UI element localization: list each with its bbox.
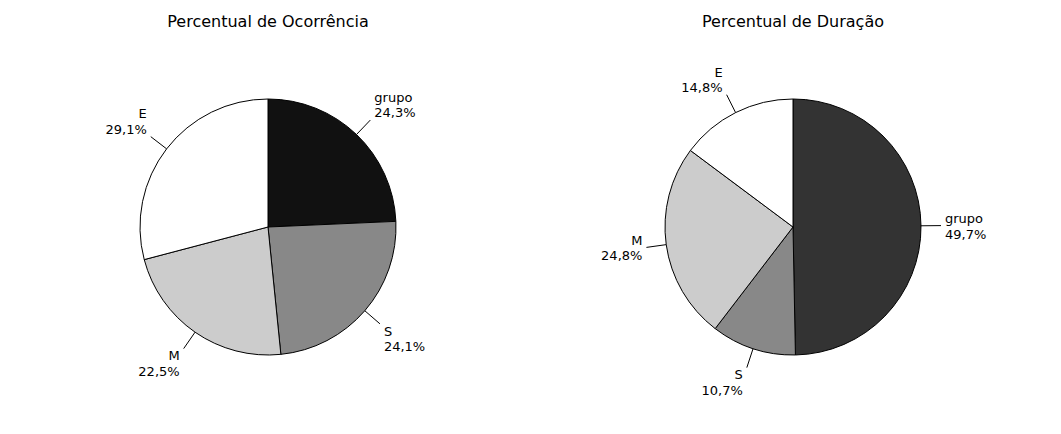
- svg-text:grupo24,3%: grupo24,3%: [374, 90, 415, 121]
- html-text:Percentual de Ocorrência: Percentual de Ocorrência: [167, 12, 369, 31]
- svg-text:S10,7%: S10,7%: [702, 367, 743, 398]
- svg-text:S24,1%: S24,1%: [384, 324, 425, 355]
- svg-text:E14,8%: E14,8%: [681, 65, 722, 96]
- svg-text:M24,8%: M24,8%: [601, 233, 642, 264]
- svg-text:M22,5%: M22,5%: [138, 348, 179, 379]
- html-text:Percentual de Duração: Percentual de Duração: [702, 12, 884, 31]
- svg-text:grupo49,7%: grupo49,7%: [945, 211, 986, 242]
- svg-text:E29,1%: E29,1%: [105, 106, 146, 137]
